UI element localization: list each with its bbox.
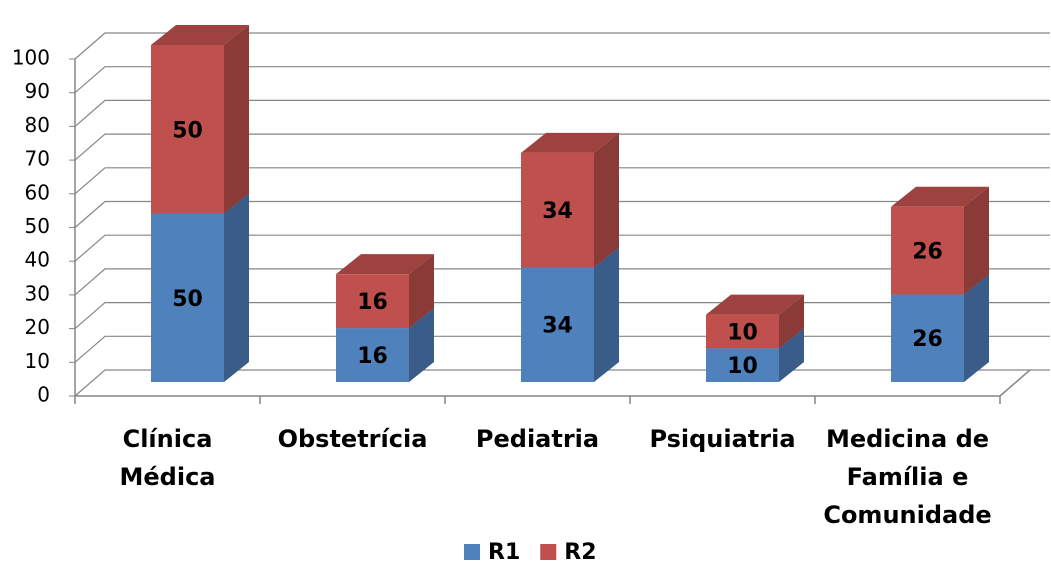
bar-top (521, 132, 619, 153)
bar (336, 254, 434, 329)
grid-line (74, 268, 1050, 296)
bar-front (151, 45, 224, 214)
bar-side (409, 254, 434, 329)
bar-side (224, 193, 249, 382)
bar-front (706, 348, 779, 382)
value-label: 34 (542, 314, 573, 339)
y-tick-label: 100 (12, 46, 50, 70)
bar-top (151, 25, 249, 45)
value-label: 50 (172, 287, 203, 312)
bar-front (336, 274, 409, 329)
y-tick-label: 90 (25, 79, 50, 103)
x-tick-label: Medicina de Família e Comunidade (823, 425, 991, 529)
x-tick-label: Psiquiatria (649, 425, 795, 453)
bar-top (336, 254, 434, 275)
bar-front (706, 314, 779, 349)
bar (706, 294, 804, 349)
grid-line (74, 133, 1050, 161)
grid-line (74, 99, 1050, 127)
value-label: 50 (172, 118, 203, 143)
value-label: 16 (357, 344, 388, 369)
bar-side (964, 274, 989, 382)
y-tick-label: 30 (25, 281, 50, 305)
y-tick-label: 70 (25, 147, 50, 171)
bar-top (891, 186, 989, 207)
bar-side (594, 132, 619, 268)
grid-line (74, 200, 1050, 228)
value-label: 26 (912, 240, 943, 265)
grid-line (74, 32, 1050, 60)
y-tick-label: 20 (25, 315, 50, 339)
value-label: 34 (542, 199, 573, 224)
bar-side (779, 328, 804, 382)
grid-line (74, 234, 1050, 262)
x-tick-label: Clínica Médica (120, 425, 216, 491)
y-tick-label: 50 (25, 214, 50, 238)
grid-line (74, 167, 1050, 195)
y-tick-label: 10 (25, 349, 50, 373)
legend-label: R1 (488, 540, 520, 565)
y-tick-label: 0 (37, 383, 50, 407)
legend-label: R2 (564, 540, 596, 565)
bar-side (224, 25, 249, 214)
bar-front (151, 213, 224, 382)
bar-front (891, 294, 964, 382)
x-tick-label: Obstetrícia (278, 425, 428, 453)
bar-side (964, 186, 989, 295)
x-tick-label: Pediatria (476, 425, 599, 453)
bar-top (706, 294, 804, 315)
y-tick-label: 80 (25, 113, 50, 137)
bar-front (891, 206, 964, 295)
bar-side (409, 308, 434, 382)
bar-front (521, 152, 594, 268)
value-label: 26 (912, 327, 943, 352)
bar-side (594, 247, 619, 382)
y-tick-label: 60 (25, 180, 50, 204)
bar-front (336, 328, 409, 382)
legend-swatch (464, 544, 480, 560)
bar (891, 186, 989, 295)
value-label: 16 (357, 290, 388, 315)
bar (521, 132, 619, 268)
y-tick-label: 40 (25, 248, 50, 272)
bar-side (779, 294, 804, 349)
value-label: 10 (727, 354, 758, 379)
legend-swatch (540, 544, 557, 560)
value-label: 10 (727, 320, 758, 345)
grid-line (74, 66, 1050, 94)
bar (151, 25, 249, 214)
bar-front (521, 267, 594, 382)
